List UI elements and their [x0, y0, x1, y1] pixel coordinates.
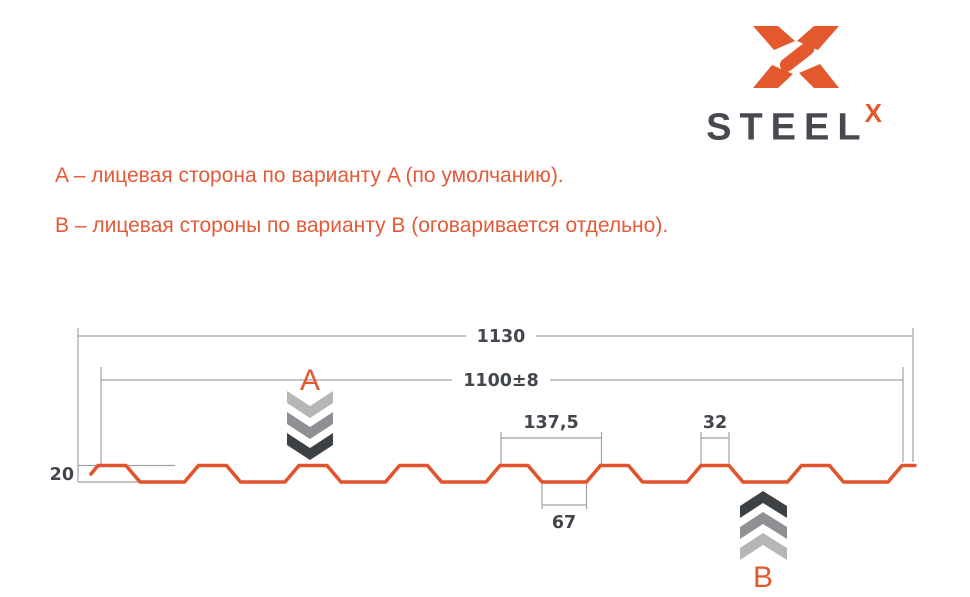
chevrons-down-icon — [287, 391, 333, 460]
dim-rib-top-label: 32 — [703, 413, 727, 433]
brand-sup-x: X — [864, 98, 882, 128]
chevrons-up-icon — [740, 491, 787, 560]
dim-height-label: 20 — [50, 465, 74, 485]
dim-overall-width-label: 1130 — [477, 327, 526, 347]
profile-outline — [89, 463, 917, 484]
marker-a-label: A — [300, 364, 320, 397]
marker-a: A — [287, 364, 333, 460]
brand-wordmark: STEELX — [676, 100, 916, 149]
dim-cover-width: 1100±8 — [100, 367, 904, 465]
dim-pitch-label: 137,5 — [523, 413, 578, 433]
dim-valley-label: 67 — [552, 513, 576, 533]
brand-name: STEEL — [706, 106, 869, 149]
logo-x-icon — [753, 26, 839, 88]
dim-rib-top: 32 — [700, 413, 730, 464]
marker-b-label: B — [753, 561, 773, 594]
legend-line-a: A – лицевая сторона по варианту A (по ум… — [55, 164, 564, 187]
dim-valley: 67 — [541, 484, 588, 533]
marker-b: B — [740, 491, 787, 594]
logo: STEELX — [676, 22, 916, 147]
dim-cover-width-label: 1100±8 — [463, 371, 539, 391]
dim-overall-width: 1130 — [77, 327, 914, 482]
legend-line-b: B – лицевая стороны по варианту B (огова… — [55, 214, 669, 237]
profile-diagram: 1130 1100±8 137,5 32 20 — [50, 327, 917, 594]
dim-pitch: 137,5 — [500, 413, 603, 464]
